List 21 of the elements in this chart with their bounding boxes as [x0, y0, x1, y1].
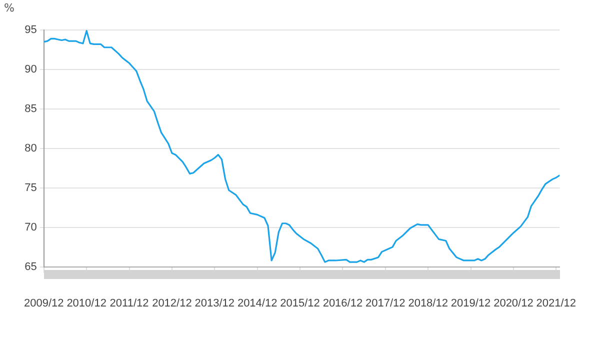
y-tick-label: 95 [24, 24, 37, 36]
y-tick-label: 90 [24, 64, 37, 76]
x-tick-label: 2010/12 [66, 297, 106, 310]
x-tick-label: 2018/12 [408, 297, 448, 310]
x-tick-label: 2017/12 [366, 297, 406, 310]
y-tick-label: 85 [24, 102, 37, 115]
y-tick-label: 80 [24, 142, 37, 154]
x-tick-label: 2014/12 [237, 297, 278, 310]
x-tick-label: 2009/12 [24, 297, 64, 310]
y-tick-label: 75 [24, 182, 37, 194]
x-tick-label: 2015/12 [280, 297, 320, 310]
x-tick-label: 2012/12 [152, 297, 192, 310]
x-tick-label: 2020/12 [494, 297, 534, 310]
x-tick-label: 2013/12 [194, 297, 235, 310]
x-tick-label: 2011/12 [110, 297, 149, 310]
y-axis-title: % [4, 1, 14, 14]
y-tick-label: 70 [24, 221, 37, 234]
x-tick-label: 2021/12 [536, 297, 576, 310]
x-tick-label: 2019/12 [450, 297, 491, 310]
x-tick-label: 2016/12 [322, 297, 363, 310]
y-tick-label: 65 [24, 260, 37, 273]
